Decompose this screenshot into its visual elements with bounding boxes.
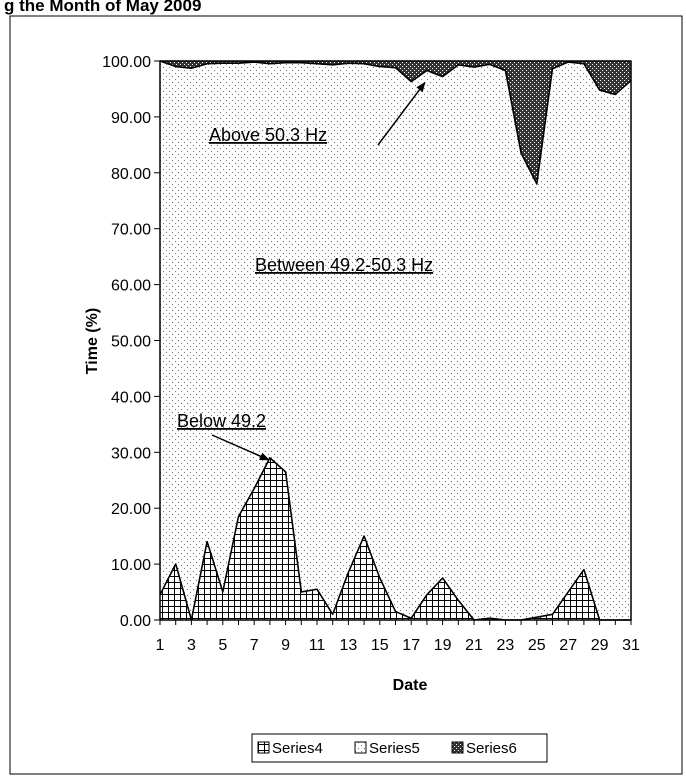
annotation-above-arrow xyxy=(377,81,426,146)
x-tick-label: 19 xyxy=(434,637,452,654)
y-tick-label: 80.00 xyxy=(111,166,151,183)
x-tick-label: 13 xyxy=(340,637,358,654)
x-tick-label: 11 xyxy=(309,637,326,654)
x-tick-label: 29 xyxy=(591,637,609,654)
annotation-below-arrow xyxy=(211,434,270,461)
annotations: Above 50.3 Hz Between 49.2-50.3 Hz Below… xyxy=(177,81,433,461)
annotation-above: Above 50.3 Hz xyxy=(209,125,327,145)
x-tick-label: 1 xyxy=(156,637,165,654)
axes: 0.00 10.00 20.00 30.00 40.00 50.00 60.00 70.00 8… xyxy=(102,54,640,654)
y-tick-label: 10.00 xyxy=(111,557,151,574)
legend: Series4 Series5 Series6 xyxy=(251,733,548,763)
x-tick-label: 9 xyxy=(281,637,290,654)
x-tick-label: 21 xyxy=(465,637,483,654)
x-tick-label: 25 xyxy=(528,637,546,654)
legend-swatch-series4 xyxy=(257,741,270,754)
x-tick-label: 5 xyxy=(218,637,227,654)
legend-swatch-series5 xyxy=(354,741,367,754)
y-tick-label: 60.00 xyxy=(111,278,151,295)
x-tick-label: 17 xyxy=(402,637,420,654)
annotation-below: Below 49.2 xyxy=(177,411,266,431)
legend-box xyxy=(251,733,548,763)
x-tick-label: 3 xyxy=(187,637,196,654)
y-tick-label: 90.00 xyxy=(111,110,151,127)
y-tick-label: 70.00 xyxy=(111,222,151,239)
y-axis-label: Time (%) xyxy=(84,308,101,374)
y-tick-label: 0.00 xyxy=(120,613,151,630)
y-tick-label: 50.00 xyxy=(111,334,151,351)
legend-label-series4: Series4 xyxy=(272,740,323,757)
annotation-between: Between 49.2-50.3 Hz xyxy=(255,255,433,275)
x-tick-label: 27 xyxy=(559,637,577,654)
y-tick-label: 30.00 xyxy=(111,445,151,462)
legend-swatch-series6 xyxy=(451,741,464,754)
chart-title-text: g the Month of May 2009 xyxy=(4,0,202,15)
y-tick-label: 40.00 xyxy=(111,389,151,406)
legend-label-series6: Series6 xyxy=(466,740,517,757)
legend-label-series5: Series5 xyxy=(369,740,420,757)
x-tick-label: 23 xyxy=(497,637,515,654)
x-tick-label: 15 xyxy=(371,637,389,654)
y-tick-label: 100.00 xyxy=(102,54,151,71)
x-tick-label: 31 xyxy=(622,637,640,654)
x-tick-label: 7 xyxy=(250,637,259,654)
chart-title: g the Month of May 2009 xyxy=(0,0,686,16)
y-tick-label: 20.00 xyxy=(111,501,151,518)
x-axis-label: Date xyxy=(393,677,428,694)
